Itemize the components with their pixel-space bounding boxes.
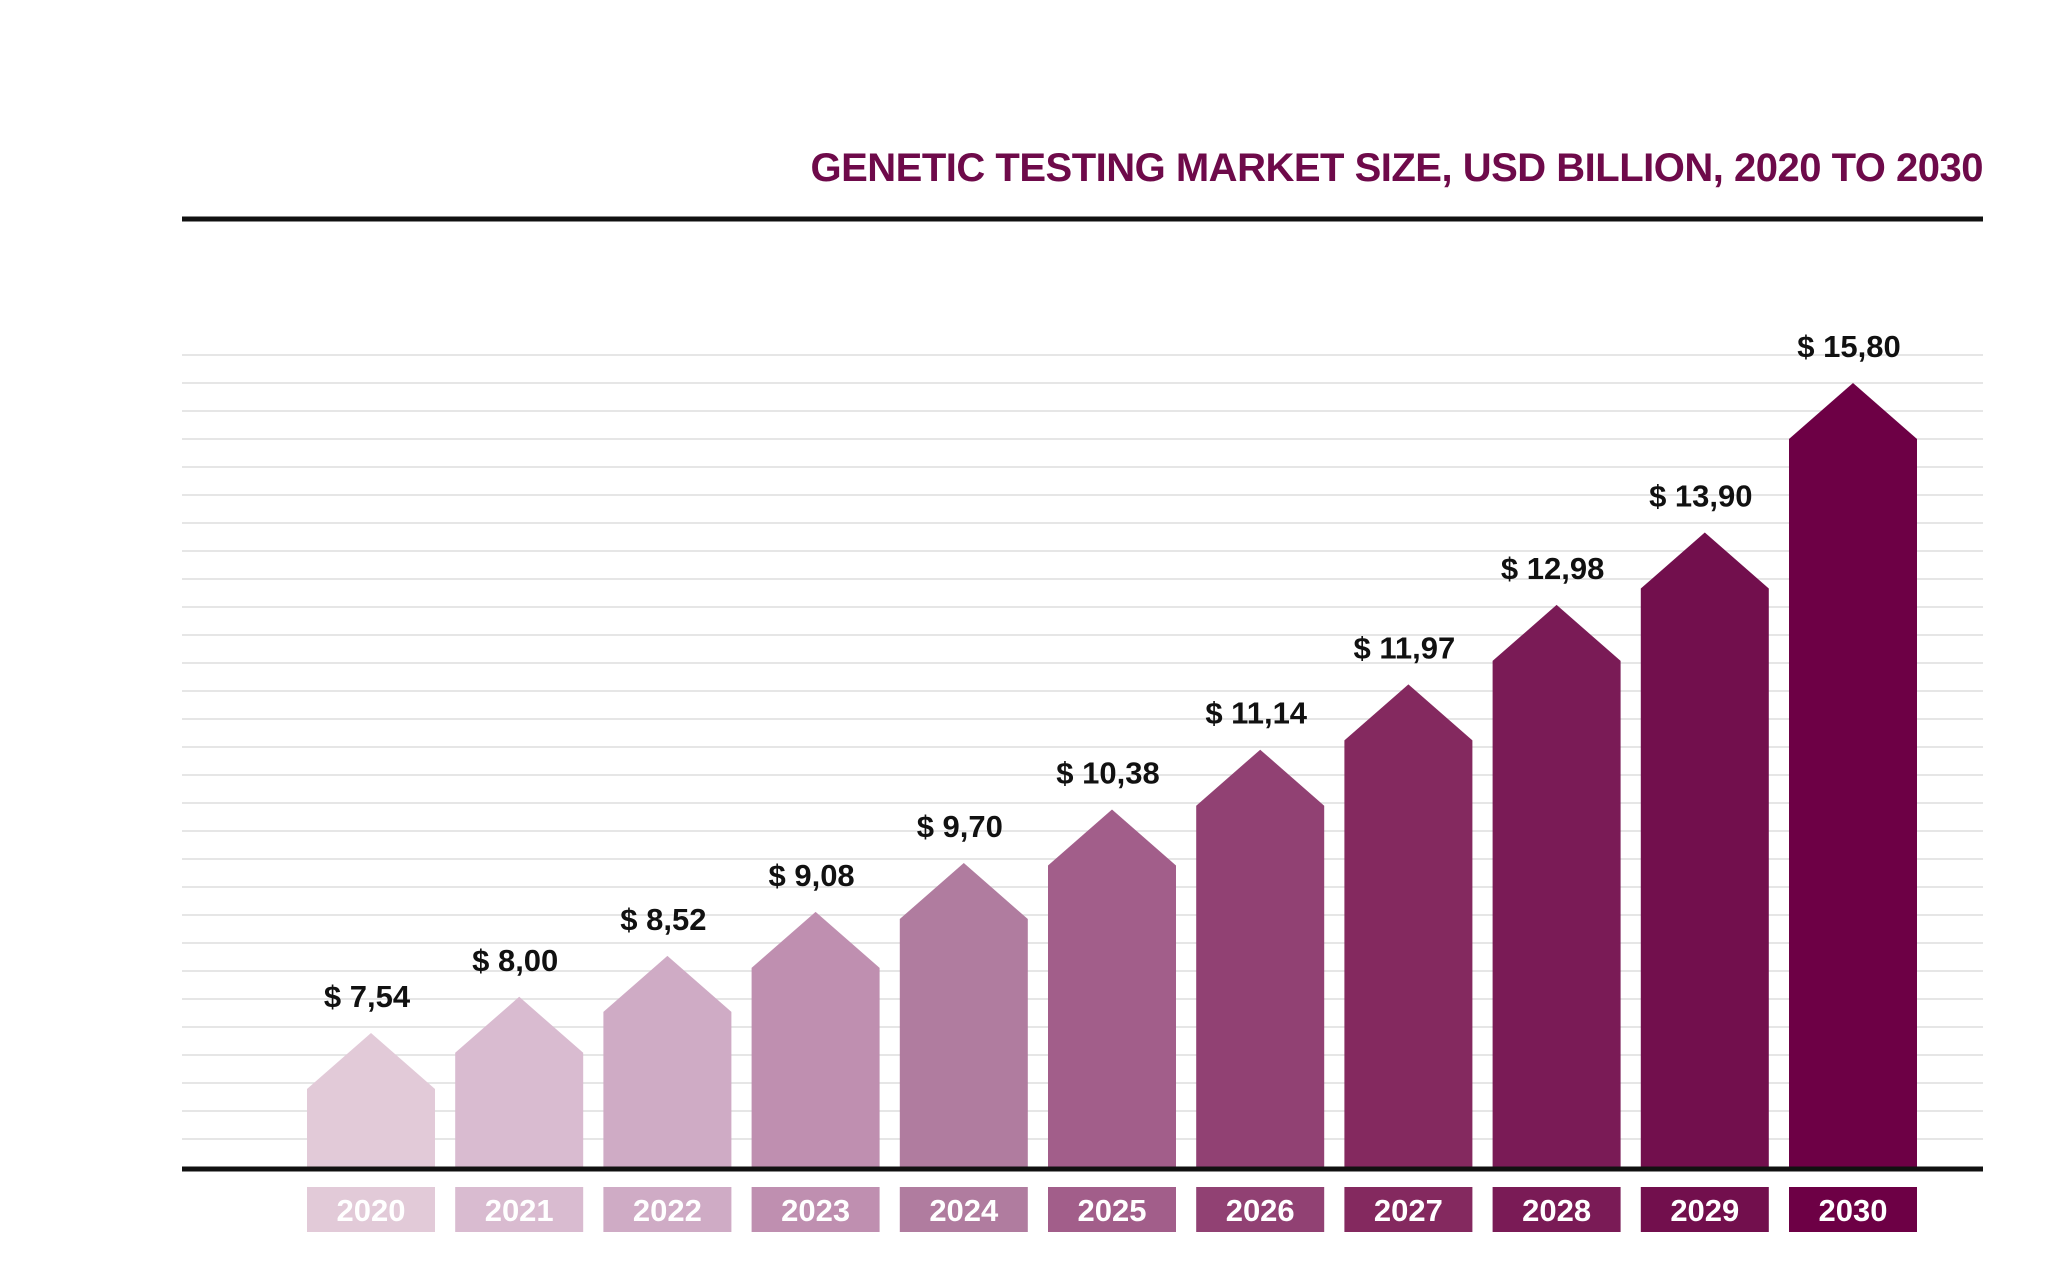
year-label-2028: 2028 bbox=[1522, 1193, 1591, 1228]
value-label-2030: $ 15,80 bbox=[1797, 329, 1900, 364]
year-box-2021 bbox=[455, 1187, 584, 1232]
bar-2022 bbox=[603, 955, 732, 1167]
year-box-2020 bbox=[307, 1187, 435, 1232]
year-box-2030 bbox=[1789, 1187, 1917, 1232]
bars bbox=[307, 383, 1917, 1167]
year-label-2020: 2020 bbox=[337, 1193, 406, 1228]
value-label-2020: $ 7,54 bbox=[324, 979, 411, 1014]
year-label-2027: 2027 bbox=[1374, 1193, 1443, 1228]
value-label-2026: $ 11,14 bbox=[1205, 696, 1307, 731]
year-box-2022 bbox=[603, 1187, 732, 1232]
year-box-2029 bbox=[1640, 1187, 1769, 1232]
year-box-2024 bbox=[899, 1187, 1028, 1232]
year-box-2027 bbox=[1344, 1187, 1473, 1232]
year-label-2023: 2023 bbox=[781, 1193, 850, 1228]
year-label-2021: 2021 bbox=[485, 1193, 554, 1228]
value-label-2023: $ 9,08 bbox=[768, 858, 854, 893]
value-label-2024: $ 9,70 bbox=[917, 809, 1003, 844]
bar-2030 bbox=[1789, 383, 1917, 1167]
bar-2023 bbox=[751, 911, 880, 1167]
bar-2025 bbox=[1048, 809, 1176, 1167]
value-label-2022: $ 8,52 bbox=[620, 902, 706, 937]
year-label-2022: 2022 bbox=[633, 1193, 702, 1228]
year-label-2029: 2029 bbox=[1670, 1193, 1739, 1228]
value-label-2021: $ 8,00 bbox=[472, 943, 558, 978]
value-label-2028: $ 12,98 bbox=[1501, 551, 1604, 586]
value-label-2029: $ 13,90 bbox=[1649, 479, 1752, 514]
bar-2028 bbox=[1492, 604, 1621, 1167]
value-label-2025: $ 10,38 bbox=[1056, 756, 1159, 791]
year-label-2026: 2026 bbox=[1226, 1193, 1295, 1228]
year-box-2028 bbox=[1492, 1187, 1621, 1232]
chart-title: GENETIC TESTING MARKET SIZE, USD BILLION… bbox=[811, 146, 1984, 190]
bar-2020 bbox=[307, 1033, 435, 1167]
year-box-2023 bbox=[751, 1187, 880, 1232]
year-label-2024: 2024 bbox=[929, 1193, 999, 1228]
year-label-2030: 2030 bbox=[1819, 1193, 1888, 1228]
year-labels: 2020 2021 2022 2023 2024 2025 2026 2027 2028 2029… bbox=[307, 1187, 1917, 1232]
bar-2026 bbox=[1196, 749, 1325, 1167]
year-label-2025: 2025 bbox=[1078, 1193, 1147, 1228]
bar-2029 bbox=[1640, 532, 1769, 1167]
bar-2027 bbox=[1344, 684, 1473, 1167]
value-label-2027: $ 11,97 bbox=[1354, 630, 1456, 665]
year-box-2025 bbox=[1048, 1187, 1176, 1232]
bar-2024 bbox=[899, 863, 1028, 1167]
bar-2021 bbox=[455, 996, 584, 1167]
value-labels: $ 7,54 $ 8,00 $ 8,52 $ 9,08 $ 9,70 $ 10,38 $ 1… bbox=[324, 329, 1901, 1014]
year-box-2026 bbox=[1196, 1187, 1325, 1232]
